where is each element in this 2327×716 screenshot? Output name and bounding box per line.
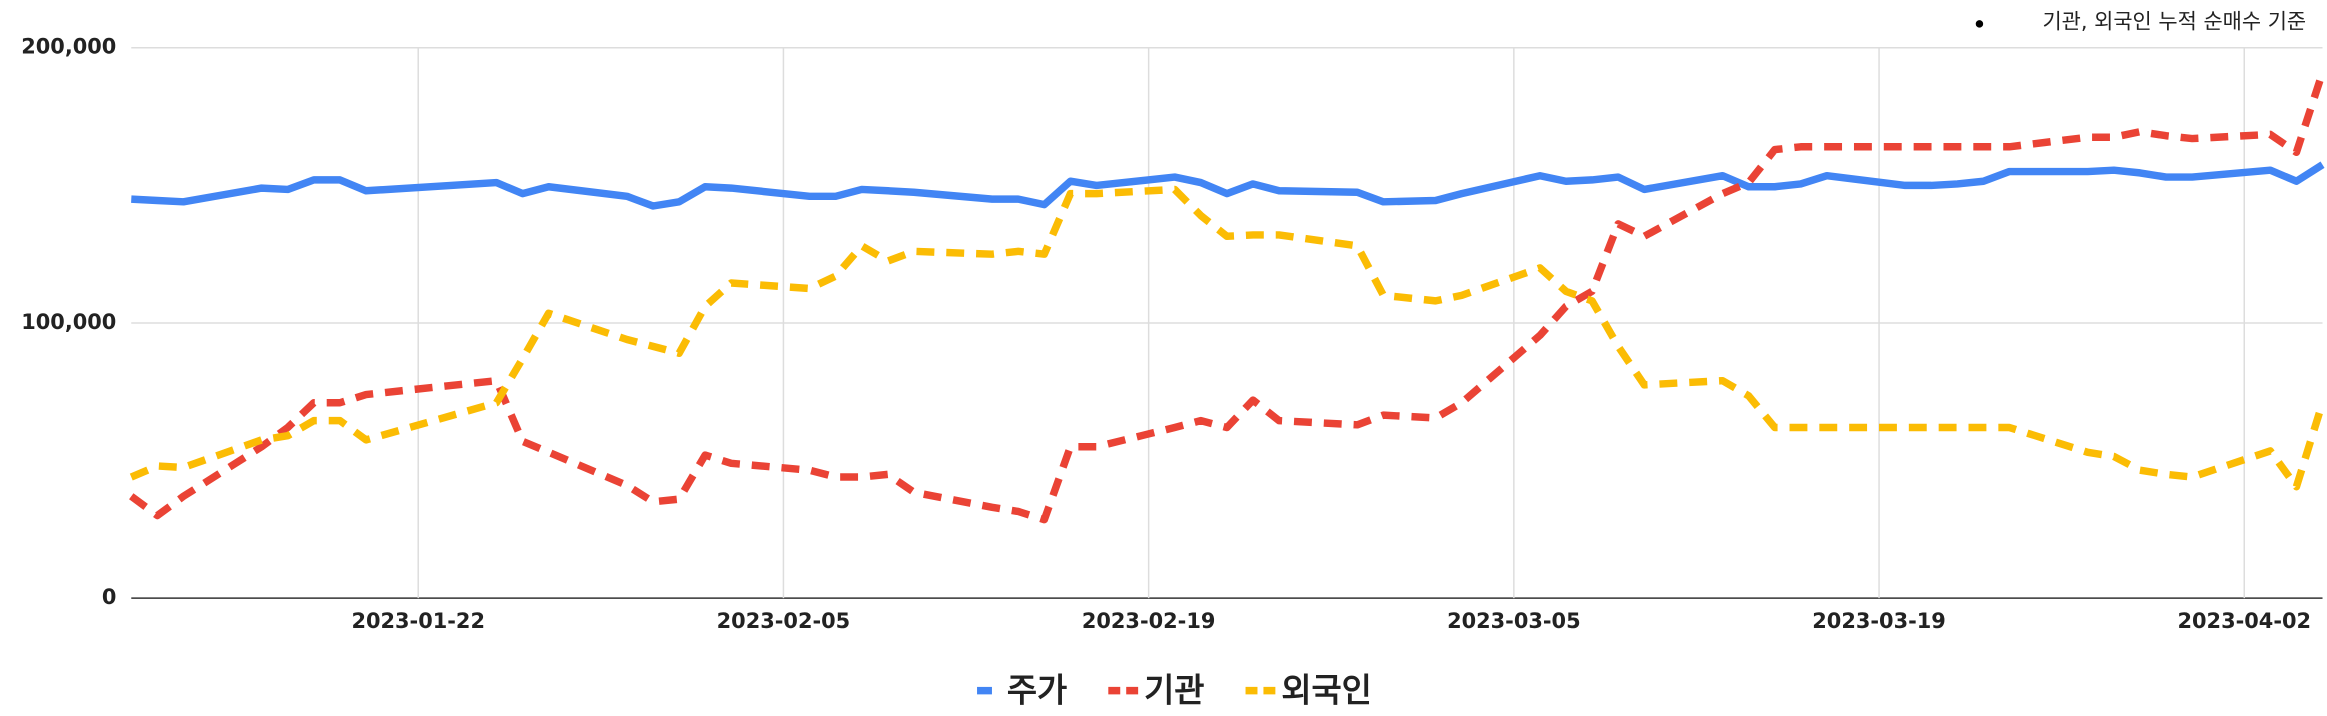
legend-label: 외국인 <box>1281 672 1372 710</box>
series-line <box>129 71 2327 524</box>
y-tick-label: 200,000 <box>21 35 116 59</box>
series-line <box>131 161 2325 210</box>
y-tick-label: 100,000 <box>21 310 116 334</box>
annotation-bullet <box>1975 20 1984 28</box>
y-tick-label: 0 <box>102 585 117 609</box>
legend-label: 기관 <box>1144 672 1204 710</box>
x-tick-label: 2023-03-05 <box>1447 609 1581 633</box>
legend-label: 주가 <box>1007 672 1067 710</box>
x-tick-label: 2023-03-19 <box>1812 609 1946 633</box>
x-tick-label: 2023-02-19 <box>1082 609 1216 633</box>
x-tick-label: 2023-02-05 <box>717 609 851 633</box>
annotation: 기관, 외국인 누적 순매수 기준 <box>2042 9 2306 33</box>
x-tick-label: 2023-04-02 <box>2178 609 2312 633</box>
x-tick-label: 2023-01-22 <box>351 609 485 633</box>
series-line <box>129 185 2327 491</box>
